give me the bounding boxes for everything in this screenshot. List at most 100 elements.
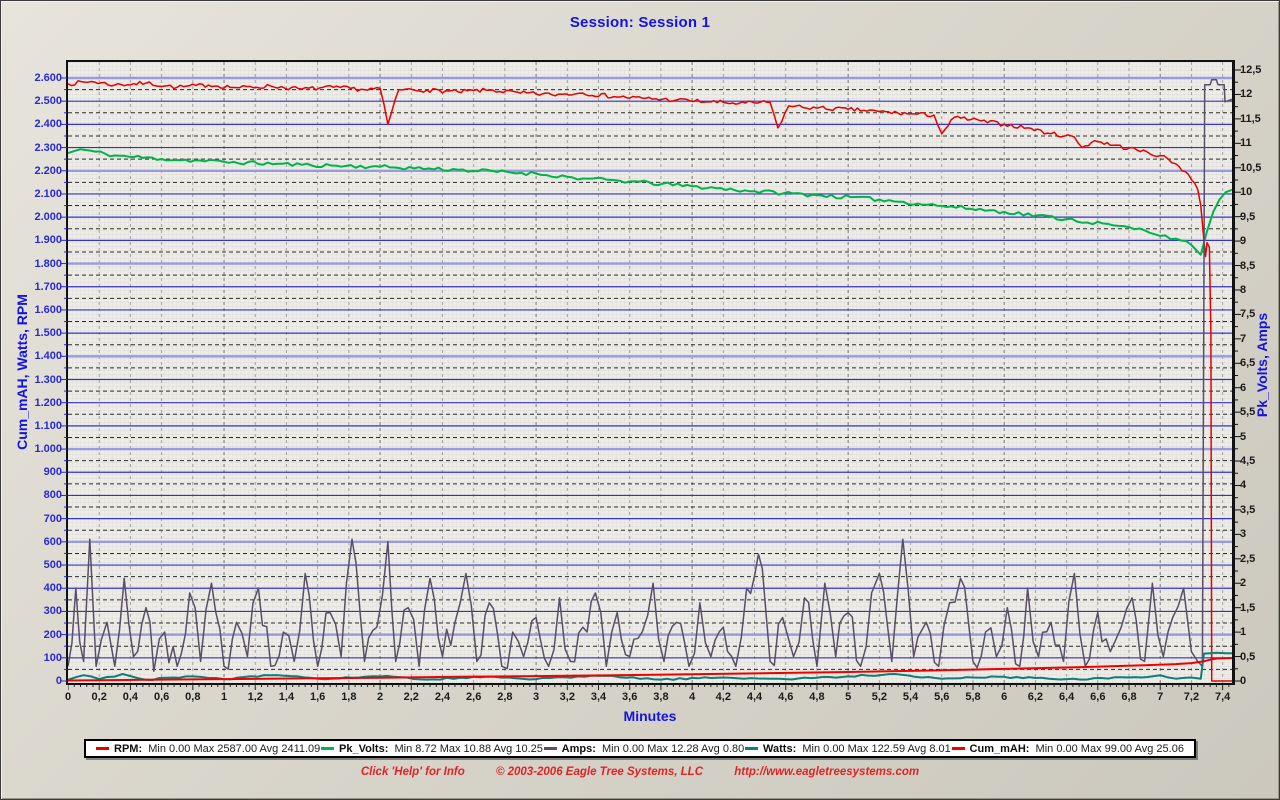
series-cum_mah-line: [68, 657, 1232, 682]
left-axis-tick-label: 1.300: [34, 373, 62, 386]
x-axis-tick-label: 2,8: [497, 691, 513, 703]
right-axis-tick-label: 6: [1240, 381, 1247, 394]
left-axis-tick-label: 1.000: [34, 443, 62, 456]
legend-item-pk_volts: Pk_Volts: Min 8.72 Max 10.88 Avg 10.25: [321, 743, 543, 755]
right-axis-tick-label: 11: [1240, 137, 1252, 150]
right-axis-tick-label: 1: [1240, 626, 1247, 639]
x-axis-tick-label: 2,2: [403, 691, 419, 703]
plot-area[interactable]: [66, 60, 1235, 685]
series-watts-line: [68, 651, 1232, 682]
x-axis-tick-label: 7,4: [1214, 691, 1231, 703]
left-axis-tick-label: 500: [43, 559, 62, 572]
plot-canvas[interactable]: [68, 62, 1232, 683]
x-axis-tick-label: 5,2: [871, 691, 887, 703]
legend-item-watts: Watts: Min 0.00 Max 122.59 Avg 8.01: [745, 743, 951, 755]
left-axis-tick-label: 300: [43, 605, 62, 618]
left-axis-tick-label: 1.200: [34, 396, 62, 409]
right-axis-tick-label: 2,5: [1240, 552, 1256, 565]
left-axis-tick-label: 1.100: [34, 419, 62, 432]
x-axis-tick-label: 7,2: [1183, 691, 1200, 703]
right-axis-tick-label: 4: [1240, 479, 1247, 492]
right-axis-tick-label: 3,5: [1240, 503, 1256, 516]
right-axis-tick-label: 6,5: [1240, 357, 1256, 370]
right-axis-tick-label: 8,5: [1240, 259, 1256, 272]
x-axis-tick-label: 5,4: [902, 691, 919, 703]
left-axis-tick-label: 1.900: [34, 234, 62, 247]
legend-label: Cum_mAH: Min 0.00 Max 99.00 Avg 25.06: [969, 742, 1184, 755]
x-axis-tick-label: 3,4: [590, 691, 607, 703]
left-axis-tick-label: 2.100: [34, 187, 62, 200]
x-axis-tick-label: 6,4: [1058, 691, 1075, 703]
right-axis-tick-label: 12,5: [1240, 64, 1262, 76]
right-axis-tick-label: 4,5: [1240, 455, 1256, 468]
left-axis-tick-label: 2.200: [34, 164, 62, 177]
left-axis-tick-label: 800: [43, 489, 62, 502]
left-axis-tick-label: 100: [43, 651, 62, 664]
left-axis-tick-label: 700: [43, 512, 62, 525]
axis-ticks: [61, 77, 67, 682]
series-pk_volts-line: [68, 148, 1232, 256]
left-axis-tick-label: 1.700: [34, 280, 62, 293]
x-axis-tick-label: 5,6: [934, 691, 950, 703]
x-axis-tick-label: 1,4: [278, 691, 295, 703]
right-axis-tick-label: 5,5: [1240, 406, 1256, 419]
footer-url[interactable]: http://www.eagletreesystems.com: [734, 766, 920, 778]
left-axis-tick-label: 1.500: [34, 327, 62, 340]
x-axis-tick-label: 6: [1001, 691, 1008, 703]
left-axis-tick-label: 2.000: [34, 211, 62, 224]
right-axis-tick-label: 2: [1240, 577, 1247, 590]
legend-marker-icon: [321, 747, 335, 750]
legend-marker-icon: [543, 747, 557, 750]
x-axis-tick-label: 5: [845, 691, 852, 703]
right-axis-tick-label: 11,5: [1240, 112, 1261, 125]
legend-item-rpm: RPM: Min 0.00 Max 2587.00 Avg 2411.09: [96, 743, 320, 755]
left-axis-tick-label: 200: [43, 628, 62, 641]
x-axis-tick-label: 6,6: [1090, 691, 1106, 703]
x-axis-tick-label: 3,6: [622, 691, 638, 703]
legend-label: RPM: Min 0.00 Max 2587.00 Avg 2411.09: [114, 742, 321, 755]
footer-help-text: Click 'Help' for Info: [360, 766, 465, 778]
right-axis-tick-label: 0: [1240, 675, 1247, 687]
right-axis-tick-label: 9,5: [1240, 210, 1256, 223]
left-axis-tick-label: 1.400: [34, 350, 62, 363]
footer: Click 'Help' for Info © 2003-2006 Eagle …: [0, 766, 1280, 778]
x-axis-tick-label: 6,8: [1121, 691, 1137, 703]
x-axis-tick-label: 0,6: [153, 691, 170, 703]
x-axis-tick-label: 6,2: [1027, 691, 1044, 703]
legend-item-cum_mah: Cum_mAH: Min 0.00 Max 99.00 Avg 25.06: [951, 742, 1184, 755]
legend-marker-icon: [96, 747, 109, 750]
series-rpm-line: [68, 80, 1232, 682]
right-axis-tick-label: 7: [1240, 332, 1247, 345]
right-axis-tick-label: 12: [1240, 88, 1253, 101]
right-axis-title: Pk_Volts, Amps: [1254, 312, 1270, 418]
left-axis-tick-label: 0: [55, 675, 62, 687]
x-axis-tick-label: 0: [64, 691, 72, 703]
x-axis-tick-label: 3,8: [653, 691, 669, 703]
x-axis-tick-label: 1,8: [341, 691, 357, 703]
legend-label: Amps: Min 0.00 Max 12.28 Avg 0.80: [561, 742, 745, 755]
left-axis-tick-label: 2.500: [34, 95, 62, 108]
right-axis-tick-label: 5: [1240, 430, 1247, 443]
x-axis-tick-label: 1,6: [309, 691, 326, 703]
x-axis-tick-label: 4,2: [715, 691, 731, 703]
left-axis-tick-label: 1.600: [34, 303, 62, 316]
left-axis-tick-label: 900: [43, 466, 62, 479]
x-axis-tick-label: 5,8: [965, 691, 981, 703]
legend-label: Pk_Volts: Min 8.72 Max 10.88 Avg 10.25: [339, 742, 543, 755]
left-axis-tick-label: 2.400: [34, 118, 62, 131]
left-axis-tick-label: 2.600: [34, 72, 62, 84]
x-axis-tick-label: 0,4: [122, 691, 139, 703]
x-axis-tick-label: 4,6: [778, 691, 794, 703]
x-axis-tick-label: 4: [689, 691, 696, 703]
x-axis-title: Minutes: [623, 708, 677, 724]
legend: RPM: Min 0.00 Max 2587.00 Avg 2411.09 Pk_…: [84, 739, 1196, 758]
x-axis-tick-label: 0,2: [91, 691, 107, 703]
right-axis-tick-label: 7,5: [1240, 308, 1256, 321]
left-axis-tick-label: 400: [43, 582, 62, 595]
x-axis-tick-label: 2,6: [466, 691, 482, 703]
x-axis-tick-label: 1: [220, 691, 228, 703]
right-axis-tick-label: 3: [1240, 528, 1247, 541]
right-axis-tick-label: 8: [1240, 283, 1247, 296]
right-axis-tick-label: 9: [1240, 235, 1247, 248]
axis-ticks: [68, 684, 1230, 690]
